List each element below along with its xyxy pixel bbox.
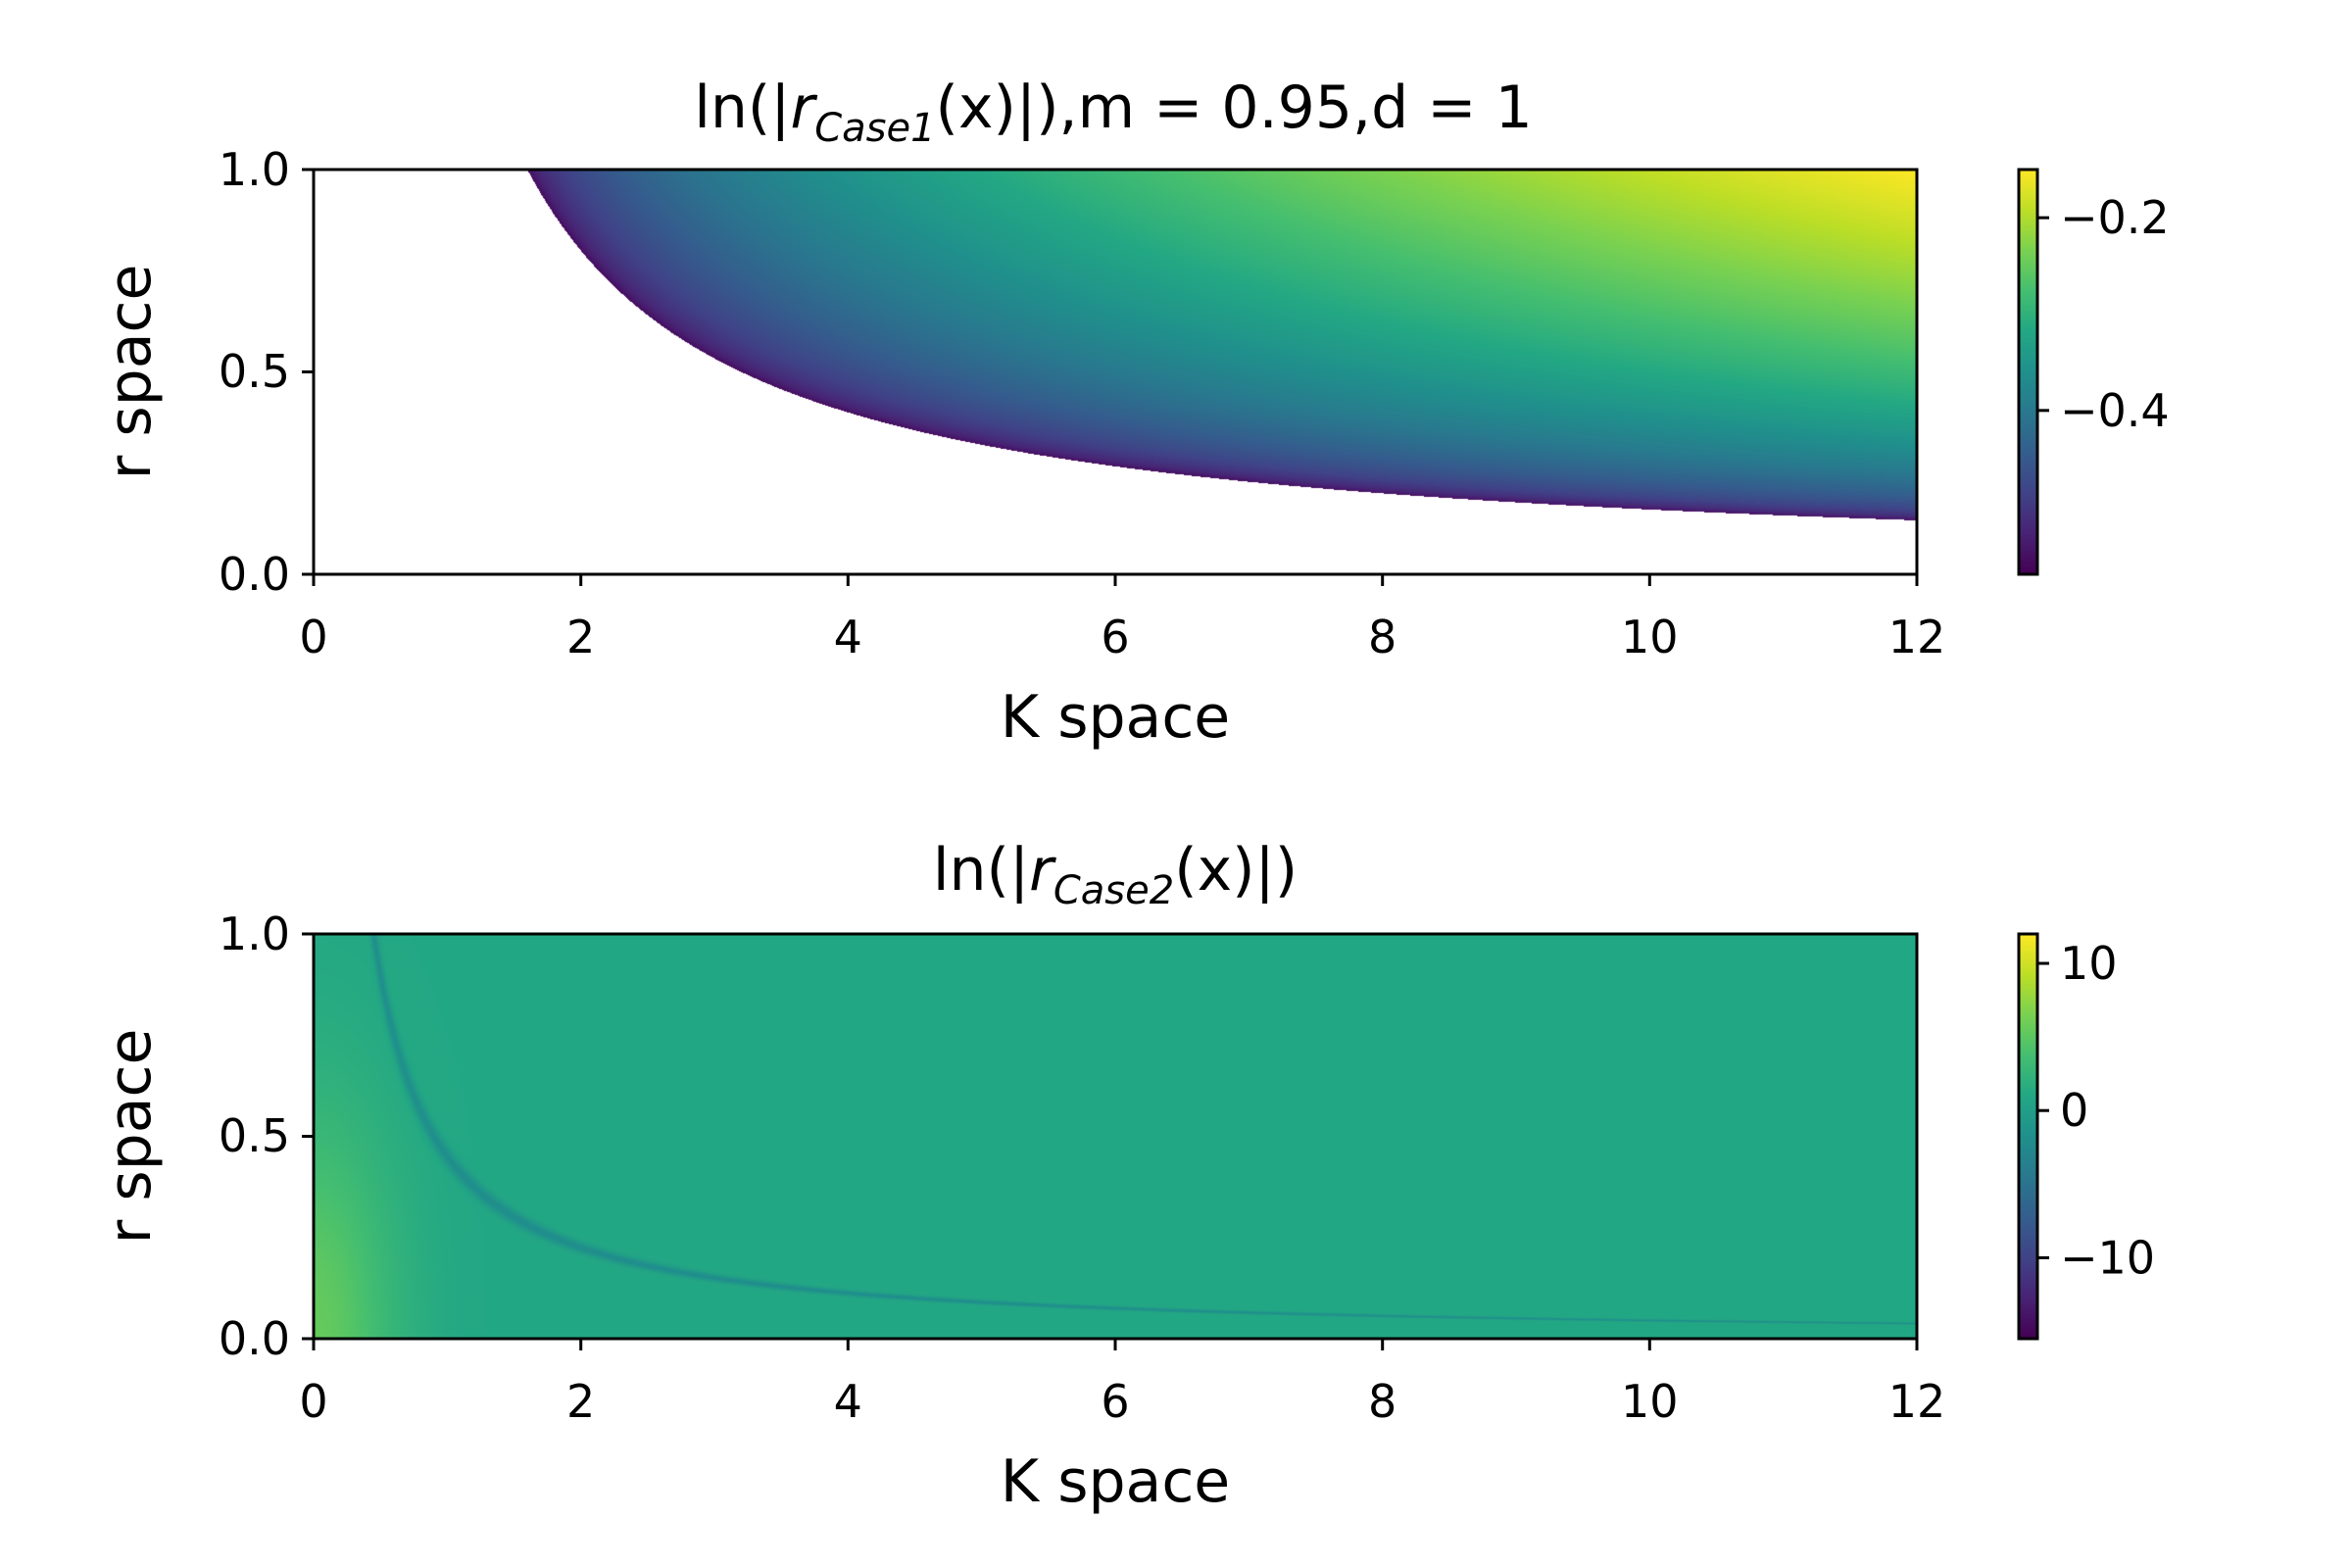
y-tick-label: 0.5 (219, 1109, 290, 1162)
chart-panel-case2: ln(|rCase2(x)|) 0 2 4 6 8 10 12 K space (96, 836, 2155, 1516)
x-tick-label: 6 (1101, 1375, 1129, 1428)
x-tick-label: 8 (1368, 611, 1396, 663)
x-axis-case2: 0 2 4 6 8 10 12 K space (299, 1339, 1945, 1516)
heatmap-case2 (314, 934, 1917, 1339)
x-tick-label: 10 (1621, 611, 1679, 663)
chart-panel-case1: ln(|rCase1(x)|),m = 0.95,d = 1 0 2 4 6 8… (96, 74, 2170, 752)
y-axis-label: r space (96, 265, 165, 480)
y-axis-case1: 0.0 0.5 1.0 r space (96, 143, 314, 601)
x-axis-label: K space (1001, 683, 1230, 752)
colorbar-tick-label: −0.4 (2060, 384, 2170, 437)
chart-title-case2: ln(|rCase2(x)|) (933, 836, 1298, 913)
colorbar-gradient (2019, 934, 2037, 1339)
colorbar-tick-label: 0 (2060, 1084, 2088, 1137)
colorbar-frame (2017, 932, 2039, 1341)
x-tick-label: 0 (299, 1375, 327, 1428)
x-tick-label: 12 (1888, 1375, 1946, 1428)
colorbar-tick-label: −0.2 (2060, 191, 2170, 244)
x-axis-label: K space (1001, 1447, 1230, 1516)
x-tick-label: 10 (1621, 1375, 1679, 1428)
y-tick-label: 0.5 (219, 345, 290, 398)
heatmap-plot-area-case2 (314, 934, 1917, 1339)
y-tick-label: 1.0 (219, 907, 290, 960)
x-tick-label: 2 (566, 611, 595, 663)
heatmap-case1 (314, 170, 1917, 574)
colorbar-frame (2017, 168, 2039, 576)
x-tick-label: 4 (834, 1375, 862, 1428)
colorbar-ticks: −0.2 −0.4 (2037, 191, 2170, 437)
x-tick-label: 12 (1888, 611, 1946, 663)
colorbar-gradient (2019, 170, 2037, 574)
colorbar-tick-label: −10 (2060, 1231, 2155, 1284)
colorbar-canvas (2019, 934, 2037, 1339)
y-axis-label: r space (96, 1029, 165, 1245)
y-tick-label: 1.0 (219, 143, 290, 196)
x-tick-label: 6 (1101, 611, 1129, 663)
colorbar-tick-label: 10 (2060, 937, 2118, 990)
x-tick-label: 8 (1368, 1375, 1396, 1428)
x-tick-label: 2 (566, 1375, 595, 1428)
heatmap-plot-area-case1 (314, 170, 1917, 574)
y-axis-case2: 0.0 0.5 1.0 r space (96, 907, 314, 1365)
x-axis-case1: 0 2 4 6 8 10 12 K space (299, 574, 1945, 752)
colorbar-ticks: 10 0 −10 (2037, 937, 2155, 1284)
y-tick-label: 0.0 (219, 548, 290, 601)
chart-title-case1: ln(|rCase1(x)|),m = 0.95,d = 1 (694, 74, 1533, 151)
colorbar-case1: −0.2 −0.4 (2017, 168, 2170, 576)
colorbar-case2: 10 0 −10 (2017, 932, 2155, 1341)
y-tick-label: 0.0 (219, 1312, 290, 1365)
x-tick-label: 4 (834, 611, 862, 663)
colorbar-canvas (2019, 170, 2037, 574)
x-tick-label: 0 (299, 611, 327, 663)
